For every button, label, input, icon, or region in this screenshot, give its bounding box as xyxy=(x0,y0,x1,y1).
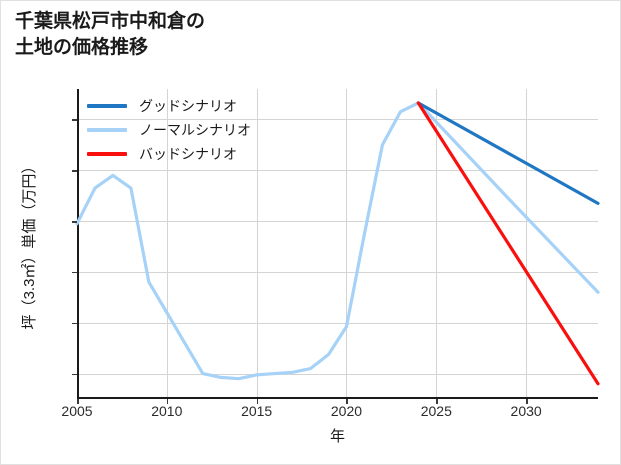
x-axis-tick-label: 2005 xyxy=(61,403,93,419)
x-axis-tick-label: 2025 xyxy=(420,403,452,419)
page-title: 千葉県松戸市中和倉の 土地の価格推移 xyxy=(15,11,206,58)
legend-label: ノーマルシナリオ xyxy=(139,122,251,138)
legend-color-swatch xyxy=(87,152,127,156)
y-axis-title: 坪（3.3㎡）単価（万円） xyxy=(21,158,38,330)
y-axis-tickmark xyxy=(72,119,77,121)
x-axis-tickmark xyxy=(256,399,259,404)
y-axis-tickmark xyxy=(72,373,77,376)
x-axis-tick-label: 2010 xyxy=(151,403,183,419)
x-axis-tick-label: 2015 xyxy=(241,403,273,419)
legend-label: グッドシナリオ xyxy=(139,98,237,114)
legend-item[interactable]: グッドシナリオ xyxy=(87,94,317,118)
y-axis-tickmark xyxy=(72,322,77,325)
legend-label: バッドシナリオ xyxy=(139,146,237,162)
x-axis-tickmark xyxy=(346,399,348,404)
legend-item[interactable]: バッドシナリオ xyxy=(87,142,317,166)
x-axis-tickmark xyxy=(526,399,528,404)
chart-legend: グッドシナリオ ノーマルシナリオ バッドシナリオ xyxy=(87,94,317,166)
y-axis-tickmark xyxy=(72,170,77,172)
x-axis-tick-label: 2020 xyxy=(330,403,363,419)
legend-item[interactable]: ノーマルシナリオ xyxy=(87,118,317,142)
legend-color-swatch xyxy=(87,128,127,132)
x-axis-tickmark xyxy=(166,399,169,404)
x-axis-tickmark xyxy=(436,399,438,404)
legend-color-swatch xyxy=(87,104,127,108)
x-axis-tick-label: 2030 xyxy=(510,403,542,419)
y-axis-tickmark xyxy=(72,271,77,274)
x-axis-title: 年 xyxy=(329,428,345,445)
x-axis-tickmark xyxy=(77,399,79,404)
y-axis-tickmark xyxy=(72,221,77,223)
